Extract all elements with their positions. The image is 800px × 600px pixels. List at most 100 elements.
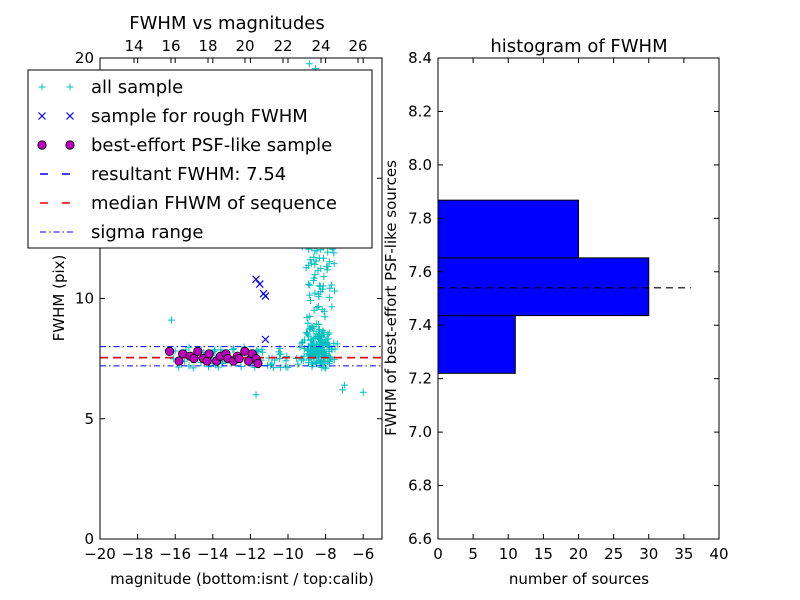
all-sample-point: [305, 60, 313, 68]
all-sample-point: [340, 381, 348, 389]
all-sample-point: [320, 363, 328, 371]
all-sample-point: [297, 355, 305, 363]
y-tick-label: 7.4: [408, 316, 432, 334]
psf-like-point: [178, 349, 188, 359]
all-sample-point: [310, 276, 318, 284]
all-sample-point: [230, 345, 238, 353]
all-sample-point: [294, 360, 302, 368]
legend-marker: [65, 140, 75, 150]
x-tick-label: 35: [674, 545, 693, 563]
legend-marker: [38, 112, 46, 120]
all-sample-point: [330, 339, 338, 347]
all-sample-point: [189, 364, 197, 372]
all-sample-point: [315, 254, 323, 262]
all-sample-point: [306, 291, 314, 299]
x-tick-label: −16: [159, 545, 191, 563]
all-sample-point: [308, 360, 316, 368]
all-sample-point: [320, 273, 328, 281]
legend-box: [27, 69, 373, 249]
all-sample-point: [318, 306, 326, 314]
x-tick-label: 5: [468, 545, 478, 563]
top-tick-label: 14: [124, 37, 143, 55]
top-tick-label: 18: [198, 37, 217, 55]
legend-label: median FHWM of sequence: [91, 193, 337, 214]
scatter-ylabel: FWHM (pix): [50, 255, 68, 342]
all-sample-point: [258, 345, 266, 353]
top-tick-label: 24: [311, 37, 330, 55]
all-sample-point: [315, 343, 323, 351]
all-sample-point: [317, 356, 325, 364]
all-sample-point: [302, 264, 310, 272]
psf-like-point: [193, 346, 203, 357]
scatter-title: FWHM vs magnitudes: [129, 13, 324, 34]
all-sample-point: [325, 329, 333, 337]
y-tick-label: 0: [84, 530, 94, 548]
all-sample-point: [284, 363, 292, 371]
all-sample-point: [313, 247, 321, 255]
x-tick-label: −14: [197, 545, 229, 563]
x-tick-label: −6: [352, 545, 374, 563]
y-tick-label: 6.6: [408, 530, 432, 548]
y-tick-label: 7.6: [408, 263, 432, 281]
all-sample-point: [276, 350, 284, 358]
rough-fwhm-point: [255, 280, 264, 288]
all-sample-point: [167, 316, 175, 324]
x-tick-label: −8: [315, 545, 337, 563]
psf-like-point: [174, 356, 184, 366]
all-sample-point: [306, 281, 314, 289]
y-tick-label: 8.4: [408, 49, 432, 67]
all-sample-point: [229, 345, 237, 353]
all-sample-point: [309, 346, 317, 354]
x-tick-label: 0: [433, 545, 443, 563]
rough-fwhm-point: [261, 335, 270, 344]
legend-label: all sample: [91, 77, 183, 98]
top-tick-label: 20: [235, 37, 254, 55]
all-sample-point: [305, 280, 313, 288]
histogram-bar: [437, 315, 516, 374]
top-tick-label: 16: [161, 37, 180, 55]
y-tick-label: 6.8: [408, 477, 432, 495]
all-sample-point: [331, 287, 339, 295]
legend-label: sigma range: [91, 222, 203, 243]
all-sample-point: [307, 259, 315, 267]
all-sample-point: [359, 388, 367, 396]
all-sample-point: [303, 346, 311, 354]
all-sample-point: [311, 260, 319, 268]
all-sample-point: [330, 260, 338, 268]
all-sample-point: [310, 253, 318, 261]
psf-like-point: [204, 349, 214, 359]
all-sample-point: [237, 363, 245, 371]
top-tick-label: 22: [273, 37, 292, 55]
all-sample-point: [259, 348, 267, 356]
all-sample-point: [299, 338, 307, 346]
histogram-bar: [437, 257, 650, 317]
x-tick-label: 25: [604, 545, 623, 563]
psf-like-point: [189, 354, 199, 364]
all-sample-point: [312, 359, 320, 367]
all-sample-point: [314, 267, 322, 275]
all-sample-point: [296, 343, 304, 351]
histogram-xlabel: number of sources: [509, 570, 649, 588]
x-tick-label: −20: [84, 545, 116, 563]
legend-marker: [66, 112, 74, 120]
all-sample-point: [313, 304, 321, 312]
all-sample-point: [283, 353, 291, 361]
all-sample-point: [320, 347, 328, 355]
all-sample-point: [310, 322, 318, 330]
all-sample-point: [325, 258, 333, 266]
all-sample-point: [339, 386, 347, 394]
all-sample-point: [321, 313, 329, 321]
histogram-panel: 0 5 10 15 20 25 30 35 40 6.6 6.8 7.0 7.2 7.4 7.6 7.8 8.0…: [382, 36, 729, 588]
legend-marker: [37, 140, 47, 150]
top-tick-label: 26: [348, 37, 367, 55]
psf-like-point: [240, 346, 250, 357]
all-sample-point: [315, 320, 323, 328]
y-tick-label: 7.2: [408, 370, 432, 388]
all-sample-point: [252, 391, 260, 399]
legend-marker: [38, 83, 46, 91]
all-sample-point: [320, 331, 328, 339]
all-sample-point: [306, 312, 314, 320]
y-tick-label: 10: [75, 290, 94, 308]
y-tick-label: 8.2: [408, 102, 432, 120]
